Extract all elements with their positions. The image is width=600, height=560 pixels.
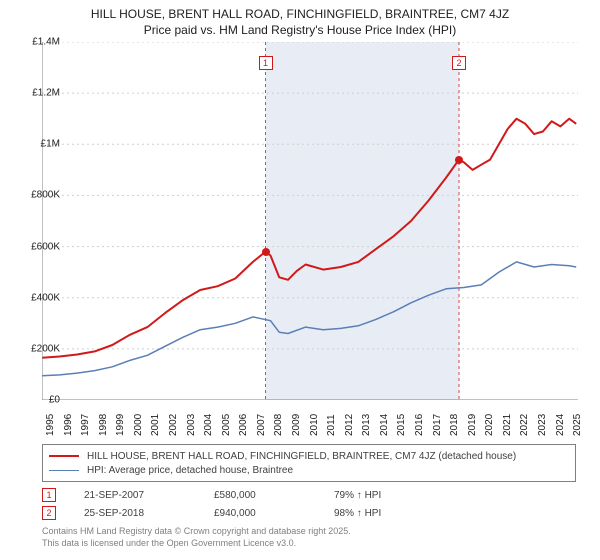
x-tick-label: 2001	[150, 414, 161, 436]
x-tick-label: 2018	[449, 414, 460, 436]
chart-footer: Contains HM Land Registry data © Crown c…	[42, 526, 351, 549]
x-tick-label: 2023	[537, 414, 548, 436]
chart-svg	[42, 42, 578, 400]
x-tick-label: 2012	[344, 414, 355, 436]
y-tick-label: £200K	[31, 343, 60, 354]
y-tick-label: £600K	[31, 241, 60, 252]
x-tick-label: 2002	[168, 414, 179, 436]
x-tick-label: 2005	[221, 414, 232, 436]
marker-pct: 98% ↑ HPI	[334, 508, 454, 519]
x-tick-label: 2010	[309, 414, 320, 436]
marker-price: £580,000	[214, 490, 334, 501]
x-tick-label: 1997	[80, 414, 91, 436]
marker-pct: 79% ↑ HPI	[334, 490, 454, 501]
x-tick-label: 1996	[63, 414, 74, 436]
x-tick-label: 2013	[361, 414, 372, 436]
marker-date: 25-SEP-2018	[84, 508, 214, 519]
footer-line-2: This data is licensed under the Open Gov…	[42, 538, 351, 550]
x-tick-label: 2009	[291, 414, 302, 436]
marker-date: 21-SEP-2007	[84, 490, 214, 501]
chart-area: 12	[42, 42, 578, 400]
marker-row: 2 25-SEP-2018£940,00098% ↑ HPI	[42, 504, 576, 522]
x-tick-label: 2007	[256, 414, 267, 436]
y-tick-label: £1.2M	[32, 88, 60, 99]
x-tick-label: 1999	[115, 414, 126, 436]
footer-line-1: Contains HM Land Registry data © Crown c…	[42, 526, 351, 538]
x-tick-label: 2016	[414, 414, 425, 436]
marker-number-box: 1	[42, 488, 56, 502]
chart-container: HILL HOUSE, BRENT HALL ROAD, FINCHINGFIE…	[0, 0, 600, 560]
x-tick-label: 1995	[45, 414, 56, 436]
x-tick-label: 2019	[467, 414, 478, 436]
y-tick-label: £1.4M	[32, 37, 60, 48]
legend-label: HILL HOUSE, BRENT HALL ROAD, FINCHINGFIE…	[87, 451, 516, 462]
legend-swatch	[49, 470, 79, 471]
legend-swatch	[49, 455, 79, 457]
sale-marker-label: 1	[259, 56, 273, 70]
chart-title: HILL HOUSE, BRENT HALL ROAD, FINCHINGFIE…	[0, 0, 600, 38]
y-tick-label: £400K	[31, 292, 60, 303]
sale-marker-dot	[455, 156, 463, 164]
x-tick-label: 2008	[273, 414, 284, 436]
x-tick-label: 2014	[379, 414, 390, 436]
marker-number-box: 2	[42, 506, 56, 520]
x-tick-label: 2022	[519, 414, 530, 436]
x-tick-label: 2021	[502, 414, 513, 436]
legend-item: HILL HOUSE, BRENT HALL ROAD, FINCHINGFIE…	[49, 449, 569, 463]
y-tick-label: £800K	[31, 190, 60, 201]
x-tick-label: 2000	[133, 414, 144, 436]
sale-marker-dot	[262, 248, 270, 256]
sale-marker-label: 2	[452, 56, 466, 70]
x-tick-label: 2025	[572, 414, 583, 436]
title-line-2: Price paid vs. HM Land Registry's House …	[0, 22, 600, 38]
x-tick-label: 2017	[432, 414, 443, 436]
x-tick-label: 2004	[203, 414, 214, 436]
y-tick-label: £1M	[41, 139, 60, 150]
x-tick-label: 2003	[186, 414, 197, 436]
x-tick-label: 2024	[555, 414, 566, 436]
legend-box: HILL HOUSE, BRENT HALL ROAD, FINCHINGFIE…	[42, 444, 576, 482]
x-tick-label: 2011	[326, 414, 337, 436]
x-axis-labels: 1995 1996 1997 1998 1999 2000 2001 2002 2003 2004…	[42, 402, 578, 442]
marker-table: 1 21-SEP-2007£580,00079% ↑ HPI 2 25-SEP-201…	[42, 486, 576, 522]
title-line-1: HILL HOUSE, BRENT HALL ROAD, FINCHINGFIE…	[0, 6, 600, 22]
x-tick-label: 2020	[484, 414, 495, 436]
legend-label: HPI: Average price, detached house, Brai…	[87, 465, 293, 476]
legend-item: HPI: Average price, detached house, Brai…	[49, 463, 569, 477]
x-tick-label: 1998	[98, 414, 109, 436]
marker-row: 1 21-SEP-2007£580,00079% ↑ HPI	[42, 486, 576, 504]
x-tick-label: 2015	[396, 414, 407, 436]
marker-price: £940,000	[214, 508, 334, 519]
x-tick-label: 2006	[238, 414, 249, 436]
